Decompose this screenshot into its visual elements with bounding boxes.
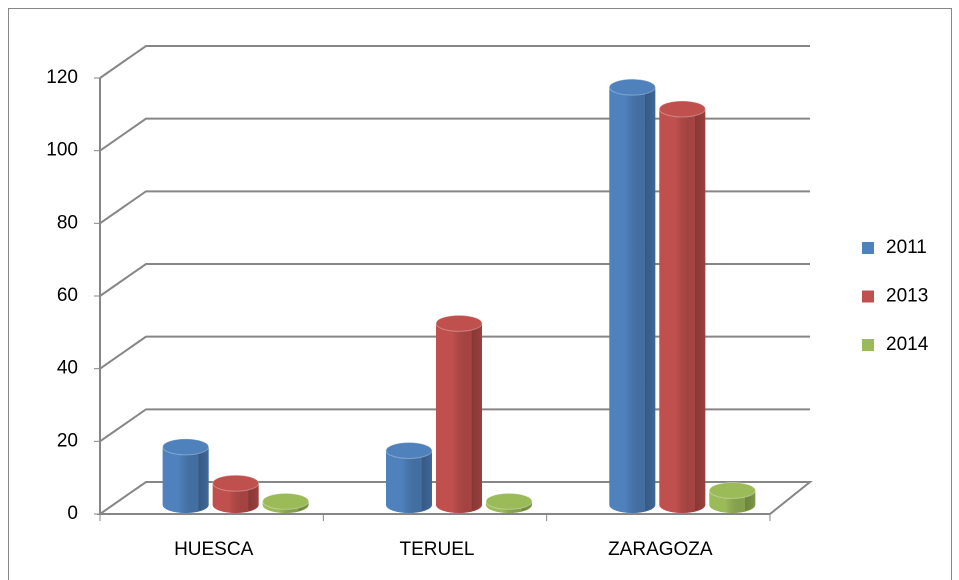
grid-line: [99, 335, 810, 370]
cylinder: [708, 481, 756, 513]
legend-swatch: [862, 339, 874, 351]
grid-line: [99, 117, 810, 152]
chart-border: [8, 8, 952, 580]
y-tick-label: 20: [57, 430, 78, 451]
legend-swatch: [862, 242, 874, 254]
grid-line: [99, 190, 810, 225]
cylinder: [162, 438, 210, 513]
x-tick-label: TERUEL: [400, 539, 475, 560]
legend-swatch: [862, 290, 874, 303]
cylinder: [658, 100, 706, 513]
grid-line: [99, 45, 810, 79]
x-tick-label: ZARAGOZA: [608, 539, 713, 560]
y-tick-label: 0: [67, 503, 78, 524]
cylinder: [435, 314, 483, 513]
y-tick-label: 60: [57, 285, 78, 306]
cylinder: [262, 492, 310, 513]
cylinder: [385, 442, 433, 513]
cylinder: [608, 78, 656, 514]
legend-label: 2013: [886, 286, 928, 307]
legend-label: 2014: [886, 334, 929, 355]
legend-label: 2011: [886, 237, 927, 258]
y-tick-label: 40: [57, 358, 78, 379]
cylinder: [485, 492, 533, 513]
grid-line: [99, 408, 810, 443]
y-tick-label: 80: [57, 212, 78, 233]
y-tick-label: 120: [46, 67, 78, 88]
y-tick-label: 100: [46, 140, 78, 161]
grid-line: [99, 263, 810, 297]
cylinder: [212, 474, 260, 513]
x-tick-label: HUESCA: [174, 539, 254, 560]
